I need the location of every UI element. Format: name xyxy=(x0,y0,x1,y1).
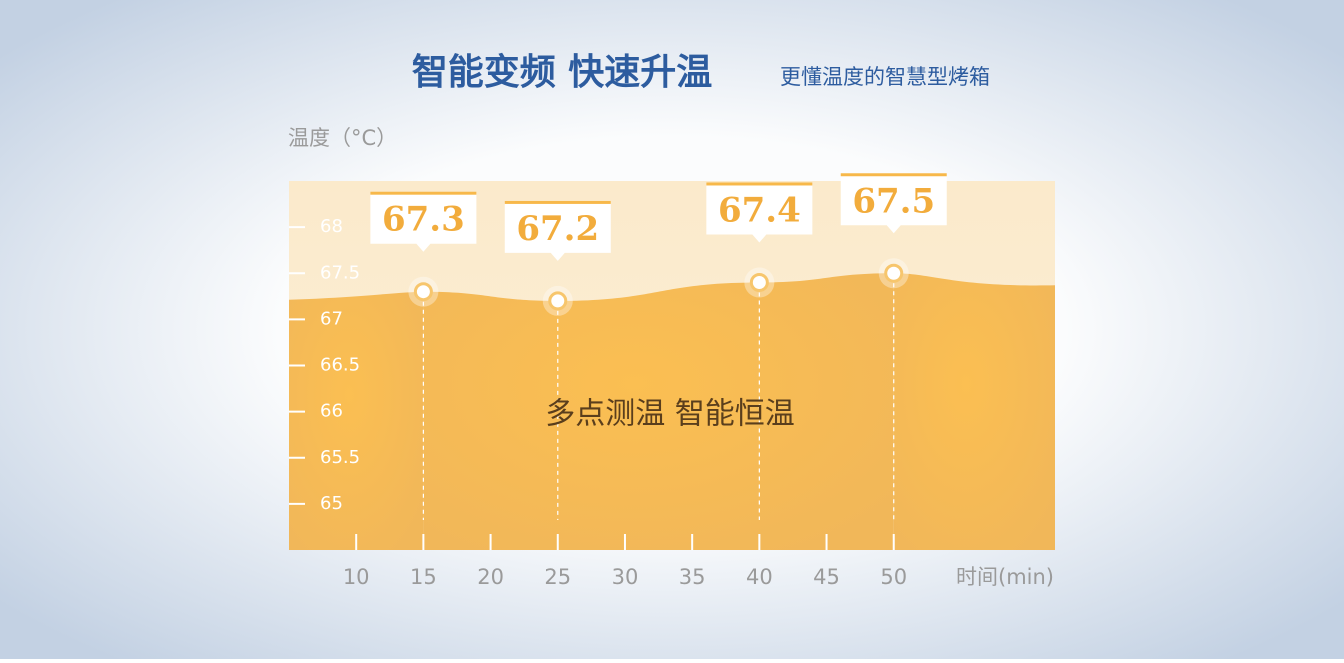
y-tick-label: 66.5 xyxy=(320,355,360,376)
callout-top xyxy=(840,173,947,177)
point xyxy=(413,282,433,302)
data-label: 67.3 xyxy=(382,200,465,240)
callout-box xyxy=(706,182,813,243)
x-axis-label: 时间(min) xyxy=(956,565,1054,589)
x-tick-label: 10 xyxy=(343,565,370,589)
callout-box xyxy=(504,200,611,261)
data-label: 67.4 xyxy=(718,190,801,230)
x-tick-label: 50 xyxy=(880,565,907,589)
annotation: 多点测温 智能恒温 xyxy=(545,397,795,432)
y-tick-label: 67.5 xyxy=(320,262,360,283)
chart-title: 智能变频 快速升温 xyxy=(412,51,713,93)
x-tick-label: 35 xyxy=(679,565,706,589)
area xyxy=(423,273,894,550)
callout-top xyxy=(370,191,477,195)
callout-box xyxy=(370,191,477,252)
point xyxy=(548,291,568,311)
x-tick-label: 30 xyxy=(612,565,639,589)
point xyxy=(884,263,904,283)
x-tick-label: 15 xyxy=(410,565,437,589)
data-label: 67.2 xyxy=(516,209,599,249)
y-tick-label: 68 xyxy=(320,216,343,237)
y-tick-label: 66 xyxy=(320,401,343,422)
y-axis-label: 温度（°C） xyxy=(288,126,397,150)
callout-top xyxy=(504,200,611,204)
point xyxy=(749,272,769,292)
callout-top xyxy=(706,182,813,186)
x-tick-label: 40 xyxy=(746,565,773,589)
y-tick-label: 67 xyxy=(320,308,343,329)
data-label: 67.5 xyxy=(852,181,935,221)
callout-box xyxy=(840,173,947,234)
y-tick-label: 65.5 xyxy=(320,447,360,468)
x-tick-label: 25 xyxy=(544,565,571,589)
area-edge xyxy=(893,273,1055,550)
area-edge xyxy=(289,291,424,550)
chart-subtitle: 更懂温度的智慧型烤箱 xyxy=(780,65,990,89)
x-tick-label: 45 xyxy=(813,565,840,589)
x-tick-label: 20 xyxy=(477,565,504,589)
y-tick-label: 65 xyxy=(320,493,343,514)
